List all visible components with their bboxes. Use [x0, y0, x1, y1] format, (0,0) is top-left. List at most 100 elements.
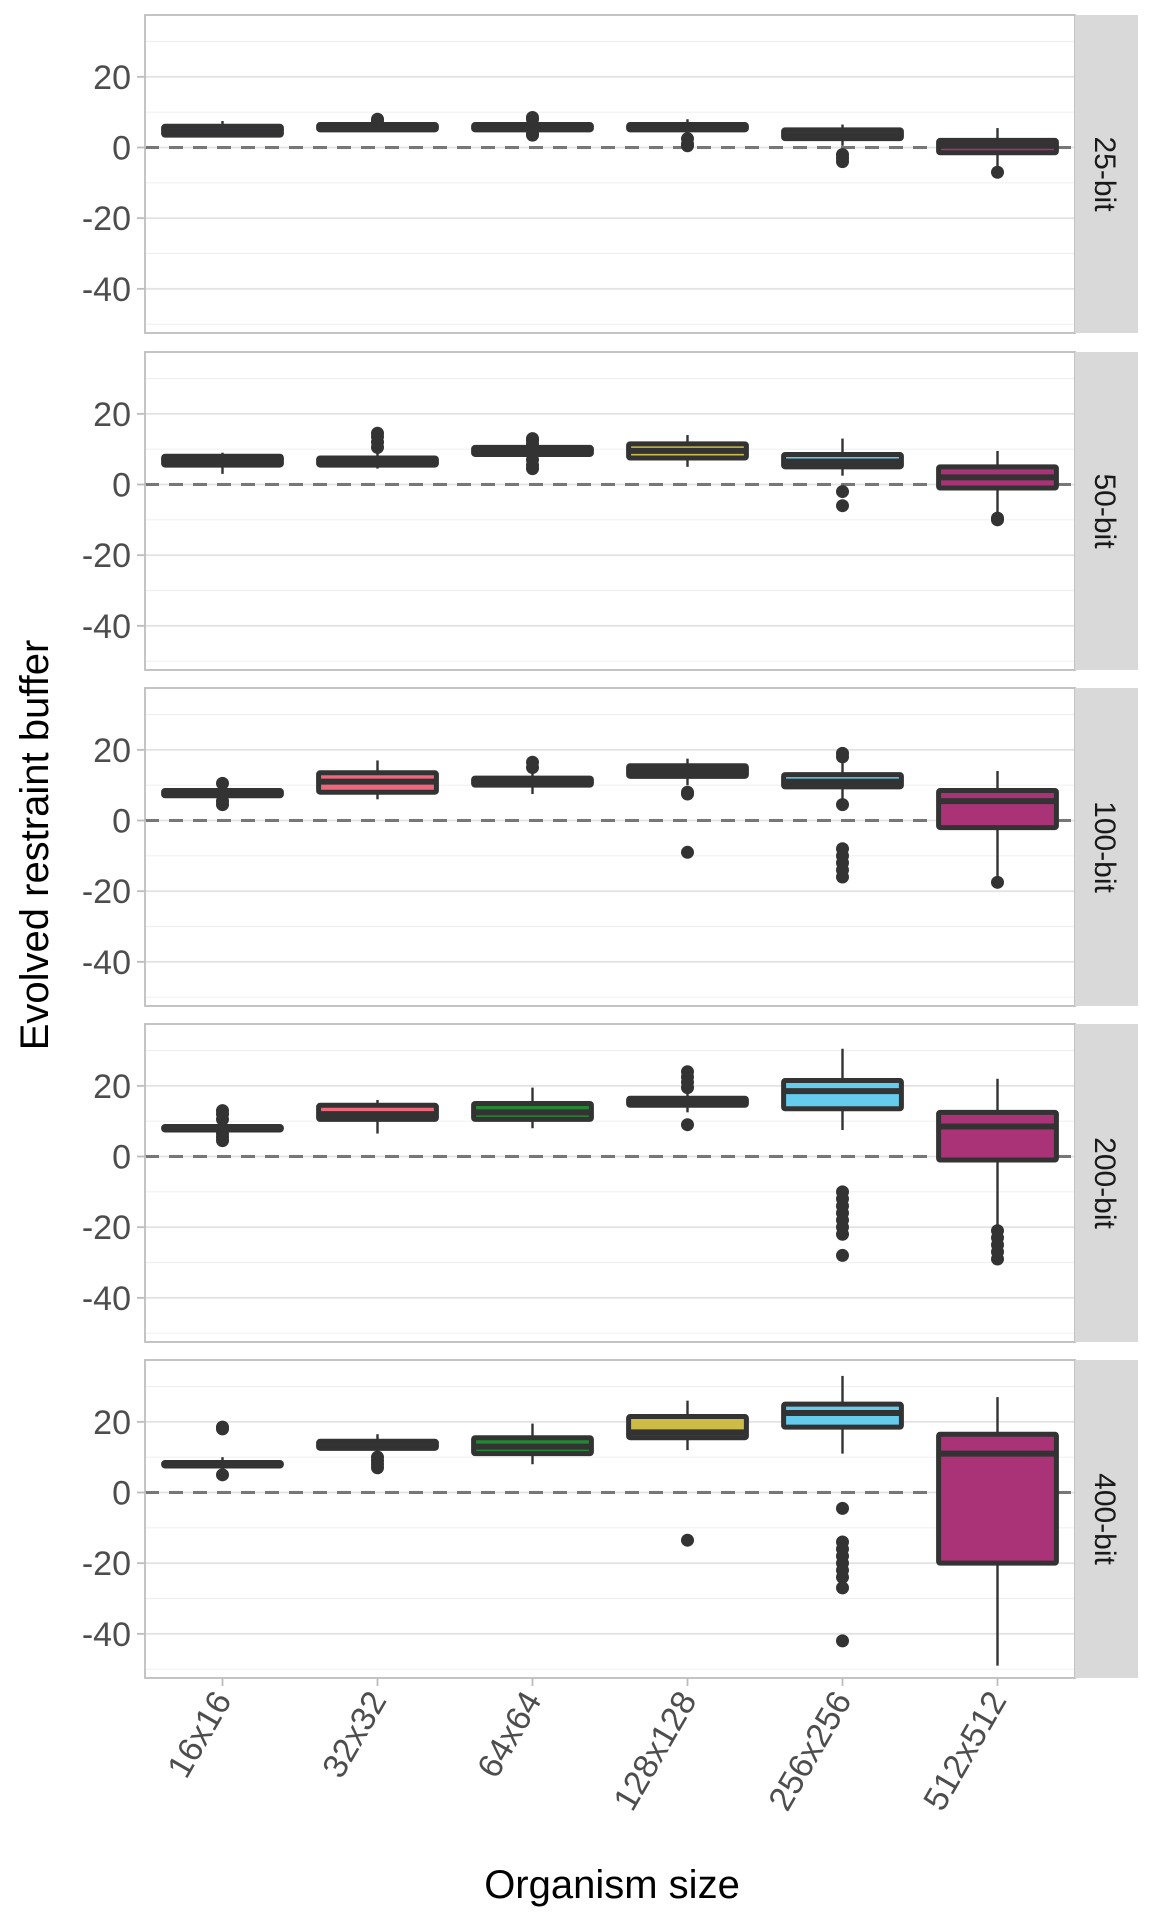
x-tick-label: 64x64: [470, 1685, 549, 1784]
outlier-point: [991, 165, 1004, 179]
y-tick-label: -20: [82, 1545, 131, 1583]
x-tick-label: 16x16: [160, 1685, 239, 1784]
facet-panel-50-bit: -40 -20 0 20 50-bit: [82, 351, 1138, 671]
panel-background: [145, 15, 1075, 333]
facet-panel-100-bit: -40 -20 0 20 100-bit: [82, 687, 1138, 1007]
y-tick-label: 20: [93, 59, 131, 97]
outlier-point: [216, 1104, 229, 1118]
facet-panel-400-bit: -40 -20 0 20 400-bit: [82, 1359, 1138, 1679]
facet-strip-label: 25-bit: [1088, 136, 1121, 212]
x-axis-title: Organism size: [484, 1863, 740, 1907]
outlier-point: [526, 755, 539, 769]
y-tick-label: -40: [82, 1616, 131, 1654]
outlier-point: [836, 155, 849, 169]
box-256x256: [781, 1048, 904, 1262]
y-tick-label: -40: [82, 944, 131, 982]
outlier-point: [836, 798, 849, 812]
y-tick-label: 20: [93, 1404, 131, 1442]
box-32x32: [316, 112, 439, 133]
y-tick-label: 0: [112, 803, 131, 841]
panel-background: [145, 1360, 1075, 1678]
outlier-point: [836, 746, 849, 760]
y-tick-label: 20: [93, 1068, 131, 1106]
y-tick-label: -20: [82, 200, 131, 238]
outlier-point: [526, 126, 539, 140]
outlier-point: [681, 1118, 694, 1132]
panel-background: [145, 352, 1075, 670]
box-512x512: [936, 1078, 1059, 1266]
facet-panel-25-bit: -40 -20 0 20 25-bit: [82, 14, 1138, 334]
outlier-point: [836, 1501, 849, 1515]
y-tick-label: -20: [82, 1209, 131, 1247]
outlier-point: [681, 1533, 694, 1547]
y-tick-label: -40: [82, 271, 131, 309]
outlier-point: [526, 110, 539, 124]
box-256x256: [781, 124, 904, 169]
box-256x256: [781, 746, 904, 884]
outlier-point: [216, 1127, 229, 1141]
panel-background: [145, 688, 1075, 1006]
outlier-point: [681, 1065, 694, 1079]
x-tick-label: 256x256: [761, 1685, 859, 1817]
box-16x16: [161, 1104, 284, 1148]
box-64x64: [471, 755, 594, 794]
outlier-point: [836, 1248, 849, 1262]
outlier-point: [526, 453, 539, 467]
outlier-point: [216, 1420, 229, 1434]
facet-strip: [1075, 352, 1138, 670]
y-axis-title: Evolved restraint buffer: [13, 640, 57, 1051]
x-tick-label: 128x128: [606, 1685, 704, 1817]
facet-strip: [1075, 15, 1138, 333]
panel-background: [145, 1024, 1075, 1342]
box-32x32: [316, 426, 439, 469]
box-512x512: [936, 128, 1059, 179]
outlier-point: [991, 875, 1004, 889]
box-256x256: [781, 438, 904, 513]
outlier-point: [836, 1581, 849, 1595]
facet-strip-label: 50-bit: [1088, 473, 1121, 549]
facet-strip: [1075, 1360, 1138, 1678]
box-64x64: [471, 1423, 594, 1465]
box-128x128: [626, 435, 749, 467]
box-512x512: [936, 1397, 1059, 1666]
box-128x128: [626, 1400, 749, 1547]
y-tick-label: 0: [112, 1475, 131, 1513]
outlier-point: [836, 499, 849, 513]
box-iqr: [781, 1078, 904, 1112]
box-iqr: [936, 787, 1059, 831]
outlier-point: [371, 1450, 384, 1464]
box-32x32: [316, 760, 439, 800]
outlier-point: [836, 1227, 849, 1241]
box-64x64: [471, 110, 594, 142]
y-tick-label: -20: [82, 537, 131, 575]
y-tick-label: 20: [93, 732, 131, 770]
facet-strip: [1075, 1024, 1138, 1342]
y-tick-label: 0: [112, 130, 131, 168]
box-16x16: [161, 121, 284, 138]
x-tick-label: 32x32: [315, 1685, 394, 1784]
y-tick-label: -40: [82, 1280, 131, 1318]
outlier-point: [216, 1468, 229, 1482]
facet-strip-label: 200-bit: [1088, 1137, 1121, 1229]
y-tick-label: 20: [93, 396, 131, 434]
box-256x256: [781, 1375, 904, 1648]
outlier-point: [991, 1252, 1004, 1266]
facet-panels: -40 -20 0 20 25-bit -40 -20 0 20 50-bit -40 -20 0 20 1…: [82, 14, 1138, 1679]
outlier-point: [526, 432, 539, 446]
box-16x16: [161, 776, 284, 812]
x-axis: 16x16 32x32 64x64 128x128 256x256 512x512: [160, 1678, 1014, 1817]
box-16x16: [161, 452, 284, 474]
box-512x512: [936, 450, 1059, 527]
facet-strip-label: 400-bit: [1088, 1473, 1121, 1565]
facet-panel-200-bit: -40 -20 0 20 200-bit: [82, 1023, 1138, 1343]
box-iqr: [936, 1431, 1059, 1566]
facet-strip-label: 100-bit: [1088, 801, 1121, 893]
outlier-point: [681, 785, 694, 799]
box-128x128: [626, 1065, 749, 1132]
outlier-point: [681, 132, 694, 146]
box-iqr: [936, 1109, 1059, 1163]
y-tick-label: 0: [112, 1139, 131, 1177]
outlier-point: [836, 1634, 849, 1648]
outlier-point: [991, 513, 1004, 527]
